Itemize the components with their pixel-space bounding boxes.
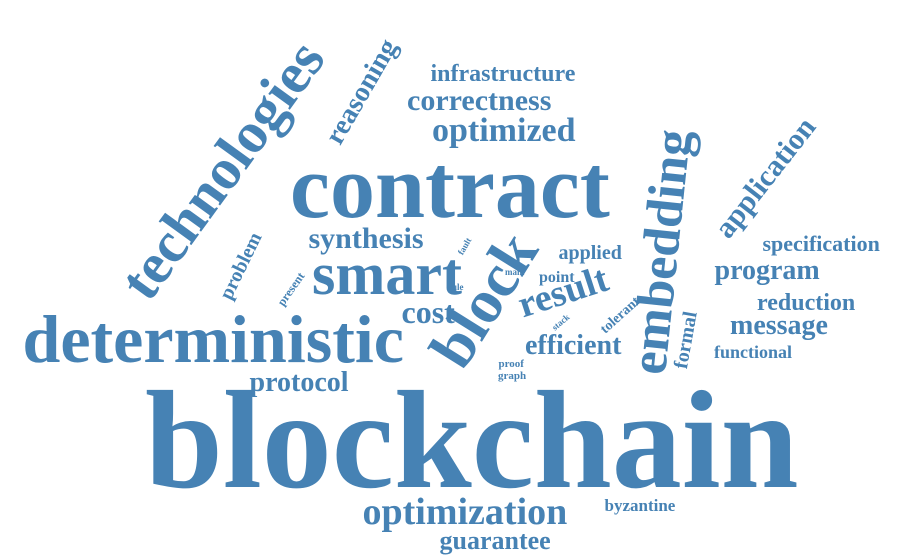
word-proof: proof [498,357,524,370]
word-point: point [539,269,575,286]
word-efficient: efficient [525,330,622,361]
word-protocol: protocol [249,367,349,398]
word-infrastructure: infrastructure [430,61,576,87]
word-contract: contract [290,138,610,237]
word-cost: cost [401,294,455,330]
word-main: main [505,266,525,277]
word-blockchain: blockchain [145,363,799,518]
word-functional: functional [714,342,793,362]
word-synthesis: synthesis [308,222,424,255]
word-deterministic: deterministic [22,301,404,377]
word-byzantine: byzantine [604,495,676,515]
word-guarantee: guarantee [439,526,551,555]
word-optimization: optimization [362,491,568,533]
word-smart: smart [312,241,462,307]
word-program: program [714,255,820,286]
word-applied: applied [558,242,622,264]
word-rule: rule [448,281,464,292]
word-correctness: correctness [407,84,552,117]
word-specification: specification [762,231,880,256]
word-optimized: optimized [432,112,576,149]
word-message: message [730,310,828,341]
word-problem: problem [215,228,267,304]
word-fault: fault [455,235,474,257]
word-graph: graph [498,369,527,382]
word-reasoning: reasoning [319,33,405,150]
word-reduction: reduction [757,290,856,316]
word-application: application [707,111,822,245]
